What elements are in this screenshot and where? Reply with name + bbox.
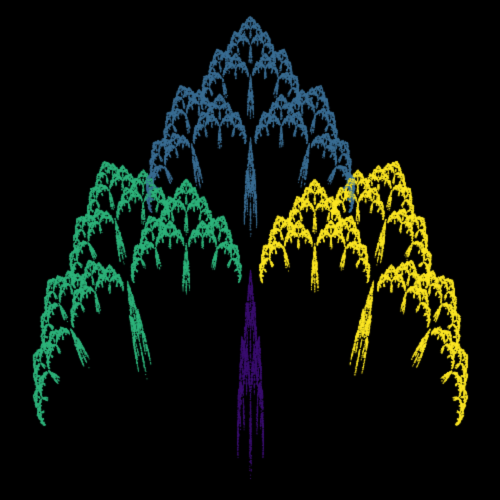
maple-leaf-fractal-canvas — [0, 0, 500, 500]
fractal-image — [0, 0, 500, 500]
